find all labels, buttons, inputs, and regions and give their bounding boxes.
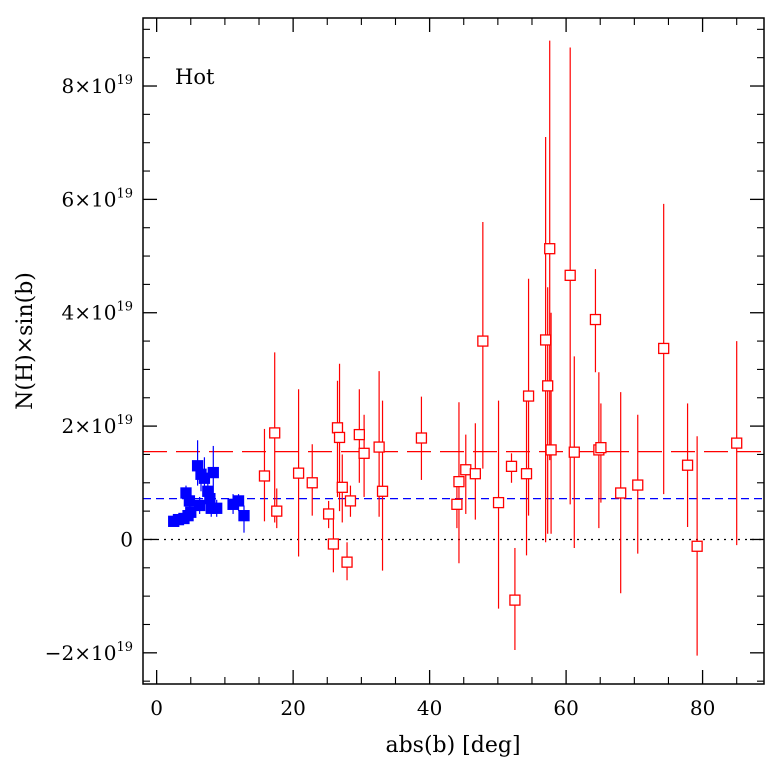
data-point-s0-17 — [232, 495, 245, 507]
data-point-s1-2 — [271, 505, 283, 517]
chart-annotation: Hot — [175, 65, 215, 89]
data-point-s0-8 — [193, 499, 206, 512]
data-point-s1-40 — [691, 540, 703, 552]
tick-labels: 0 20 40 60 80 −2×1019 0 2×1019 4×1019 6×1019 8×101… — [45, 73, 716, 720]
data-point-s1-4 — [306, 477, 318, 489]
data-point-s0-10 — [198, 472, 211, 484]
data-point-s1-39 — [681, 459, 694, 471]
axis-ticks — [143, 18, 764, 684]
x-tick-label: 60 — [553, 696, 578, 720]
data-point-s1-36 — [615, 487, 627, 499]
data-point-s1-0 — [258, 470, 271, 482]
data-point-s0-6 — [185, 506, 197, 518]
data-point-s1-12 — [353, 428, 365, 441]
y-tick-label: 8×1019 — [62, 73, 133, 98]
y-tick-label: −2×1019 — [45, 640, 133, 665]
data-point-s1-19 — [460, 464, 472, 476]
x-tick-label: 20 — [280, 696, 305, 720]
data-point-s1-16 — [415, 432, 428, 444]
x-tick-label: 80 — [690, 696, 715, 720]
data-point-s1-5 — [322, 508, 335, 520]
y-tick-exponent: 19 — [116, 640, 133, 655]
x-axis-title: abs(b) [deg] — [385, 733, 520, 758]
data-point-s1-3 — [292, 467, 305, 479]
y-tick-exponent: 19 — [116, 413, 133, 428]
y-tick-label: 0 — [120, 527, 133, 551]
data-point-s1-24 — [509, 594, 521, 606]
data-point-s1-6 — [327, 538, 340, 550]
error-bars — [185, 40, 738, 656]
data-point-s1-33 — [589, 313, 602, 326]
data-point-s1-9 — [336, 481, 348, 493]
data-point-s0-14 — [207, 466, 219, 479]
y-tick-label: 6×1019 — [62, 186, 133, 211]
plot-frame — [142, 17, 765, 685]
data-point-s1-14 — [373, 441, 385, 453]
data-markers — [168, 243, 743, 606]
data-point-s0-15 — [211, 502, 223, 514]
data-point-s1-25 — [520, 468, 533, 480]
y-tick-exponent: 19 — [116, 186, 133, 201]
data-point-s1-7 — [331, 422, 344, 434]
data-point-s1-41 — [731, 437, 743, 449]
data-point-s1-13 — [358, 447, 370, 459]
y-axis-title: N(H)×sin(b) — [13, 272, 38, 410]
data-point-s1-20 — [469, 468, 481, 480]
data-point-s1-30 — [545, 444, 557, 456]
data-point-s1-26 — [522, 390, 535, 402]
data-point-s1-35 — [595, 441, 607, 454]
data-point-s0-12 — [204, 493, 216, 505]
data-point-s1-28 — [542, 380, 554, 392]
data-point-s0-5 — [183, 495, 196, 507]
y-tick-exponent: 19 — [116, 73, 133, 88]
data-point-s1-29 — [544, 243, 556, 255]
data-point-s1-37 — [632, 479, 644, 491]
data-point-s1-38 — [658, 342, 670, 355]
y-tick-label: 4×1019 — [62, 300, 133, 325]
y-tick-exponent: 19 — [116, 300, 133, 315]
data-point-s1-11 — [344, 495, 357, 507]
data-point-s1-8 — [333, 431, 346, 444]
data-point-s0-18 — [238, 510, 250, 522]
reference-lines — [143, 450, 764, 541]
x-tick-label: 40 — [417, 696, 442, 720]
data-point-s1-17 — [451, 498, 463, 510]
data-point-s1-27 — [539, 334, 552, 346]
data-point-s1-1 — [269, 427, 281, 439]
data-point-s1-31 — [564, 269, 576, 281]
data-point-s1-18 — [453, 475, 465, 488]
data-point-s1-10 — [341, 556, 353, 568]
x-tick-label: 0 — [150, 696, 163, 720]
data-point-s1-32 — [568, 446, 580, 458]
data-point-s1-23 — [505, 460, 518, 472]
data-point-s1-15 — [376, 485, 389, 497]
data-point-s1-22 — [492, 496, 505, 509]
y-tick-label: 2×1019 — [62, 413, 133, 438]
data-point-s1-21 — [477, 335, 489, 347]
